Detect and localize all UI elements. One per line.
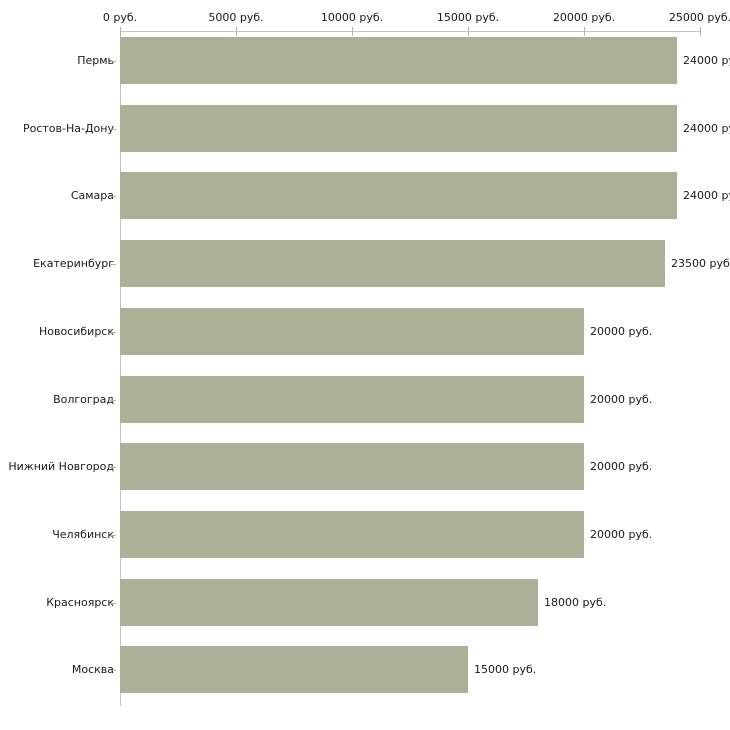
y-axis-tick [110, 61, 116, 62]
y-axis-tick [110, 332, 116, 333]
category-label: Новосибирск [38, 324, 114, 338]
x-axis-tick-label: 15000 руб. [436, 11, 500, 24]
y-axis-tick [110, 400, 116, 401]
bar [120, 646, 468, 693]
x-axis-tick-label: 25000 руб. [668, 11, 730, 24]
bar [120, 376, 584, 423]
bar [120, 105, 677, 152]
bar [120, 579, 538, 626]
y-axis-tick [110, 670, 116, 671]
x-axis-tick [468, 27, 469, 36]
value-label: 24000 руб. [683, 53, 730, 67]
category-label: Москва [71, 662, 114, 676]
x-axis-tick [584, 27, 585, 36]
value-label: 24000 руб. [683, 121, 730, 135]
x-axis-tick [352, 27, 353, 36]
value-label: 20000 руб. [590, 392, 653, 406]
bar [120, 37, 677, 84]
category-label: Самара [70, 188, 114, 202]
value-label: 15000 руб. [474, 662, 537, 676]
bar [120, 240, 665, 287]
y-axis-tick [110, 264, 116, 265]
y-axis-tick [110, 467, 116, 468]
value-label: 20000 руб. [590, 527, 653, 541]
y-axis-tick [110, 196, 116, 197]
category-label: Пермь [77, 53, 114, 67]
x-axis-tick-label: 20000 руб. [552, 11, 616, 24]
y-axis-tick [110, 535, 116, 536]
x-axis-tick [236, 27, 237, 36]
bar [120, 511, 584, 558]
value-label: 18000 руб. [544, 595, 607, 609]
x-axis-tick-label: 0 руб. [102, 11, 138, 24]
category-label: Нижний Новгород [8, 459, 114, 473]
y-axis-tick [110, 129, 116, 130]
value-label: 20000 руб. [590, 459, 653, 473]
value-label: 23500 руб. [671, 256, 730, 270]
x-axis-tick-label: 10000 руб. [320, 11, 384, 24]
x-axis-tick [120, 27, 121, 36]
category-label: Ростов-На-Дону [22, 121, 114, 135]
category-label: Волгоград [53, 392, 114, 406]
bar [120, 172, 677, 219]
x-axis-tick-label: 5000 руб. [208, 11, 264, 24]
x-axis-tick [700, 27, 701, 36]
bar [120, 443, 584, 490]
value-label: 20000 руб. [590, 324, 653, 338]
x-axis-line [120, 31, 701, 32]
y-axis-line [120, 31, 121, 706]
value-label: 24000 руб. [683, 188, 730, 202]
y-axis-tick [110, 603, 116, 604]
category-label: Красноярск [46, 595, 114, 609]
bar [120, 308, 584, 355]
category-label: Екатеринбург [33, 256, 114, 270]
category-label: Челябинск [52, 527, 114, 541]
